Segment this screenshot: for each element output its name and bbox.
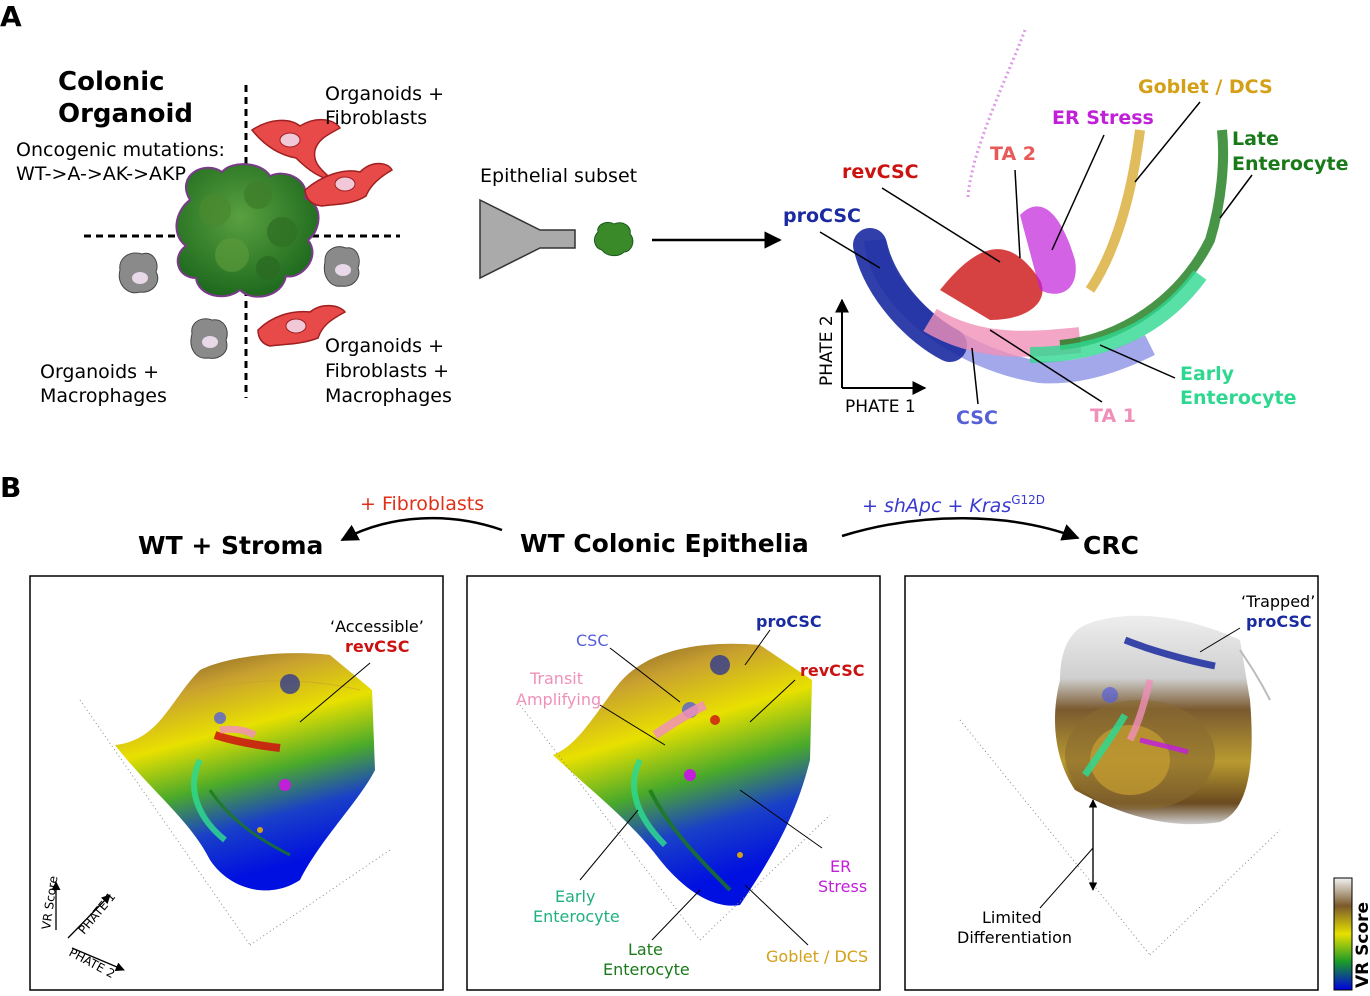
landscape-panel-crc xyxy=(904,575,1319,991)
arrow-to-crc xyxy=(841,517,1080,541)
cluster-label-ta1: TA 1 xyxy=(1090,405,1136,427)
cluster-label-early-line2: Enterocyte xyxy=(1180,387,1297,409)
arrow-label-fibroblasts: + Fibroblasts xyxy=(360,493,484,515)
funnel-label: Epithelial subset xyxy=(480,165,637,187)
label-procsc-center: proCSC xyxy=(756,612,822,631)
organoid-title-line1: Colonic xyxy=(58,67,165,97)
phate-scatter-plot xyxy=(853,29,1229,384)
small-organoid-icon xyxy=(594,221,634,257)
cluster-label-late-line2: Enterocyte xyxy=(1232,153,1349,175)
leader-line xyxy=(1219,174,1253,219)
label-transit-line1: Transit xyxy=(529,669,583,688)
leader-line xyxy=(971,347,979,405)
label-late-line2: Enterocyte xyxy=(603,960,690,979)
vr-score-colorbar xyxy=(1333,877,1353,991)
quadrant-label-tr-line1: Organoids + xyxy=(325,83,444,105)
arrow-label-oncogenes: + shApc + KrasG12D xyxy=(862,493,1045,517)
macrophage-cell-icon xyxy=(118,246,360,359)
leader-line xyxy=(1134,101,1201,183)
label-revcsc-left: revCSC xyxy=(345,637,409,656)
cluster-label-csc: CSC xyxy=(956,407,998,429)
cluster-label-goblet: Goblet / DCS xyxy=(1138,76,1273,98)
landscape-panel-wt-stroma xyxy=(29,575,444,991)
label-revcsc-center: revCSC xyxy=(800,661,864,680)
quadrant-label-bl-line2: Macrophages xyxy=(40,385,167,407)
cluster-label-ta2: TA 2 xyxy=(990,143,1036,165)
label-procsc-right: proCSC xyxy=(1246,612,1312,631)
leader-line xyxy=(1099,344,1176,379)
cluster-label-procsc: proCSC xyxy=(783,205,861,227)
phate-axis-y-label: PHATE 2 xyxy=(817,315,837,386)
label-er-line1: ER xyxy=(830,857,851,876)
title-wt-stroma: WT + Stroma xyxy=(138,531,323,560)
landscape-panel-wt-colonic xyxy=(466,575,881,991)
label-early-line2: Enterocyte xyxy=(533,907,620,926)
title-wt-colonic-epithelia: WT Colonic Epithelia xyxy=(520,529,809,558)
label-er-line2: Stress xyxy=(818,877,867,896)
label-goblet-center: Goblet / DCS xyxy=(766,947,868,966)
quadrant-label-bl-line1: Organoids + xyxy=(40,361,159,383)
label-accessible: ‘Accessible’ xyxy=(330,617,424,636)
panel-b-letter: B xyxy=(0,471,21,504)
leader-line xyxy=(1051,134,1105,251)
leader-line xyxy=(989,329,1103,403)
label-csc-center: CSC xyxy=(576,631,609,650)
phate-axis-x-label: PHATE 1 xyxy=(845,397,916,417)
leader-line xyxy=(1014,169,1021,259)
quadrant-label-tr-line2: Fibroblasts xyxy=(325,107,427,129)
quadrant-label-br-line1: Organoids + xyxy=(325,335,444,357)
fibroblast-cell-icon xyxy=(250,118,393,347)
quadrant-label-br-line3: Macrophages xyxy=(325,385,452,407)
organoid-illustration xyxy=(175,163,320,298)
label-limited-line1: Limited xyxy=(982,908,1042,927)
colorbar-label: VR Score xyxy=(1353,902,1370,988)
label-late-line1: Late xyxy=(628,940,663,959)
cluster-label-late-line1: Late xyxy=(1232,128,1279,150)
mutations-line1: Oncogenic mutations: xyxy=(16,139,225,161)
cluster-label-revcsc: revCSC xyxy=(842,161,919,183)
cluster-label-early-line1: Early xyxy=(1180,363,1235,385)
title-crc: CRC xyxy=(1083,531,1139,560)
mutations-line2: WT->A->AK->AKP xyxy=(16,163,186,185)
panel-a-letter: A xyxy=(0,0,22,33)
arrow-to-wt-stroma xyxy=(340,516,503,542)
label-early-line1: Early xyxy=(555,887,595,906)
leader-line xyxy=(881,187,1001,263)
label-limited-line2: Differentiation xyxy=(957,928,1072,947)
label-transit-line2: Amplifying xyxy=(516,690,601,709)
organoid-title-line2: Organoid xyxy=(58,99,193,129)
cluster-label-er-stress: ER Stress xyxy=(1052,107,1154,129)
leader-line xyxy=(819,231,881,269)
quadrant-label-br-line2: Fibroblasts + xyxy=(325,360,449,382)
funnel-shape xyxy=(479,198,576,280)
label-trapped: ‘Trapped’ xyxy=(1241,592,1315,611)
